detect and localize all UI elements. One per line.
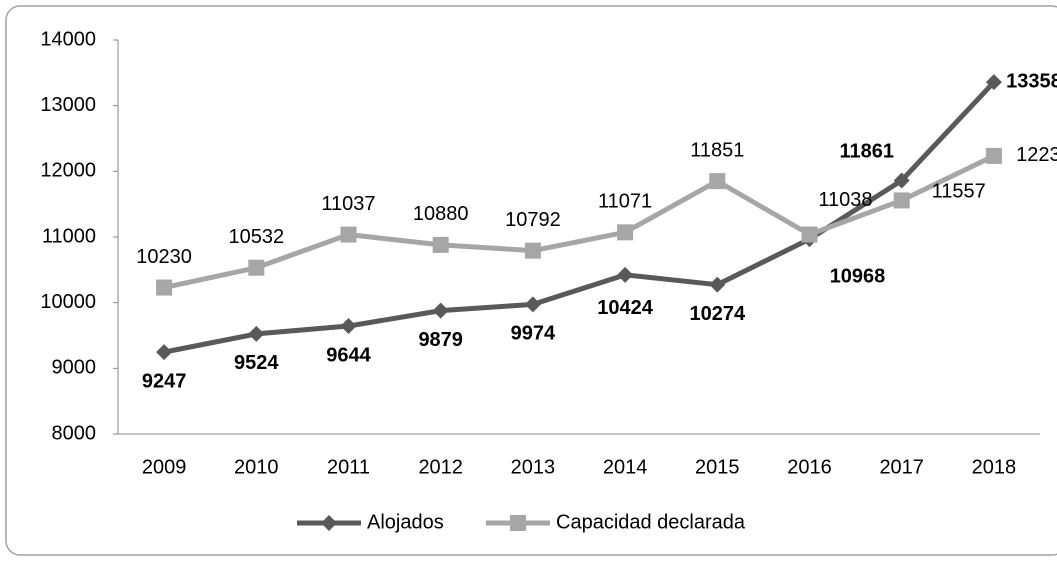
data-label: 10968 (830, 265, 886, 287)
data-label: 9524 (234, 352, 279, 374)
data-point (524, 296, 541, 313)
data-label: 10274 (689, 303, 745, 325)
data-point (985, 147, 1002, 164)
chart-frame (5, 5, 1057, 556)
data-point (248, 259, 265, 276)
legend-marker (510, 515, 526, 531)
y-tick-label: 14000 (40, 28, 96, 50)
data-label: 11071 (598, 191, 652, 213)
series-line (163, 153, 995, 291)
y-tick-label: 13000 (40, 94, 96, 116)
data-point (340, 318, 357, 335)
data-label: 11861 (839, 141, 894, 163)
data-point (524, 242, 541, 259)
x-tick-label: 2011 (327, 456, 370, 478)
data-point (156, 279, 173, 296)
x-tick-label: 2009 (142, 456, 187, 478)
series-line (163, 80, 996, 355)
x-tick-label: 2016 (787, 456, 832, 478)
legend-label: Alojados (367, 511, 444, 533)
data-label: 13358 (1006, 70, 1057, 92)
data-point (432, 302, 449, 319)
data-point (340, 226, 357, 243)
data-label: 10792 (505, 209, 561, 231)
data-point (893, 192, 910, 209)
y-tick-label: 10000 (40, 291, 96, 313)
x-tick-label: 2012 (418, 456, 463, 478)
x-tick-label: 2013 (511, 456, 556, 478)
data-label: 11557 (932, 181, 986, 203)
data-point (709, 173, 726, 190)
data-point (617, 266, 634, 283)
legend-marker (321, 515, 337, 531)
data-point (248, 325, 265, 342)
x-tick-label: 2017 (879, 456, 924, 478)
data-label: 10532 (228, 226, 284, 248)
data-point (617, 224, 634, 241)
data-point (893, 172, 910, 189)
data-label: 9879 (418, 329, 463, 351)
data-label: 12235 (1016, 144, 1057, 166)
x-tick-label: 2014 (603, 456, 648, 478)
data-label: 10230 (136, 246, 192, 268)
data-point (709, 276, 726, 293)
x-tick-label: 2015 (695, 456, 740, 478)
data-label: 11038 (818, 189, 872, 211)
data-label: 11037 (321, 193, 375, 215)
y-tick-label: 8000 (52, 422, 97, 444)
data-label: 9247 (142, 370, 187, 392)
data-point (156, 344, 173, 361)
data-point (985, 74, 1002, 91)
data-label: 11851 (690, 139, 744, 161)
data-label: 10424 (597, 297, 653, 319)
y-tick-label: 11000 (42, 225, 96, 247)
data-label: 9974 (511, 323, 556, 345)
y-tick-label: 12000 (40, 160, 96, 182)
y-tick-label: 9000 (52, 357, 97, 379)
data-point (801, 226, 818, 243)
data-label: 9644 (326, 344, 371, 366)
x-tick-label: 2018 (972, 456, 1017, 478)
data-point (432, 236, 449, 253)
x-tick-label: 2010 (234, 456, 279, 478)
legend-label: Capacidad declarada (556, 511, 746, 533)
data-label: 10880 (413, 203, 469, 225)
